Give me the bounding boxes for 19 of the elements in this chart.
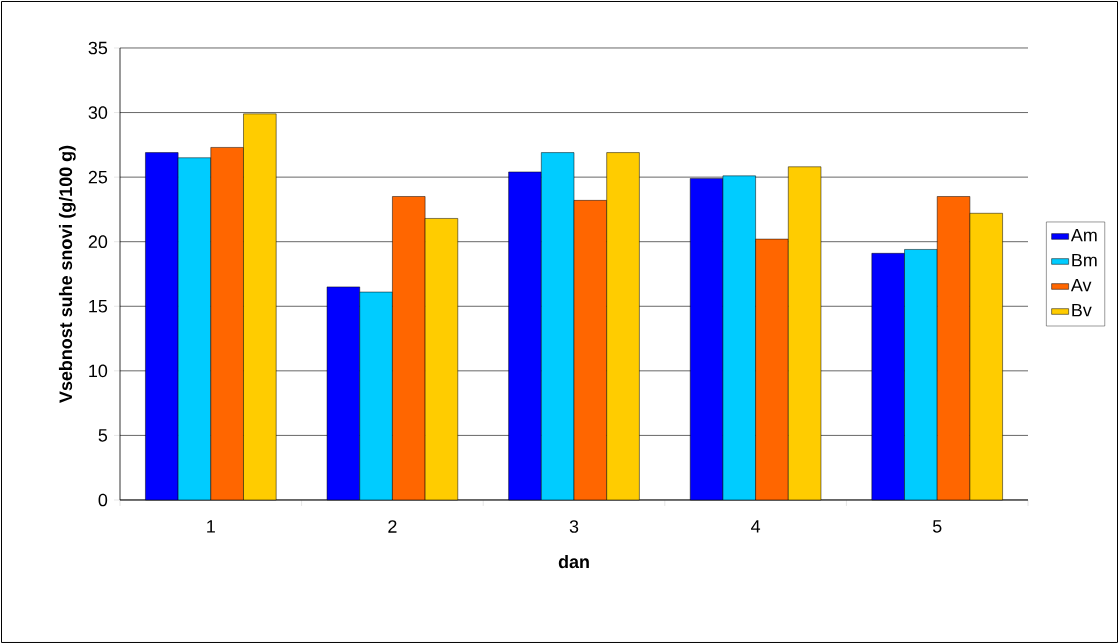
legend-label: Bv: [1072, 303, 1092, 317]
x-tick-label: 3: [569, 520, 579, 533]
y-tick-label: 25: [88, 170, 108, 184]
y-axis-title: Vsebnost suhe snovi (g/100 g): [58, 145, 76, 403]
x-tick-label: 4: [751, 520, 761, 533]
legend-label: Av: [1070, 278, 1092, 292]
x-tick-label: 1: [207, 520, 215, 533]
y-tick-label: 35: [88, 41, 108, 55]
x-tick-label: 5: [932, 520, 942, 533]
y-tick-label: 0: [98, 493, 108, 507]
y-tick-label: 5: [98, 429, 108, 442]
legend-label: Bm: [1072, 253, 1097, 267]
y-tick-label: 30: [88, 106, 108, 119]
y-tick-label: 10: [89, 364, 108, 378]
y-tick-label: 15: [89, 300, 108, 313]
y-tick-label: 20: [88, 235, 108, 249]
legend-label: Am: [1070, 228, 1097, 242]
x-axis-title: dan: [558, 555, 589, 569]
x-tick-label: 2: [388, 520, 397, 533]
